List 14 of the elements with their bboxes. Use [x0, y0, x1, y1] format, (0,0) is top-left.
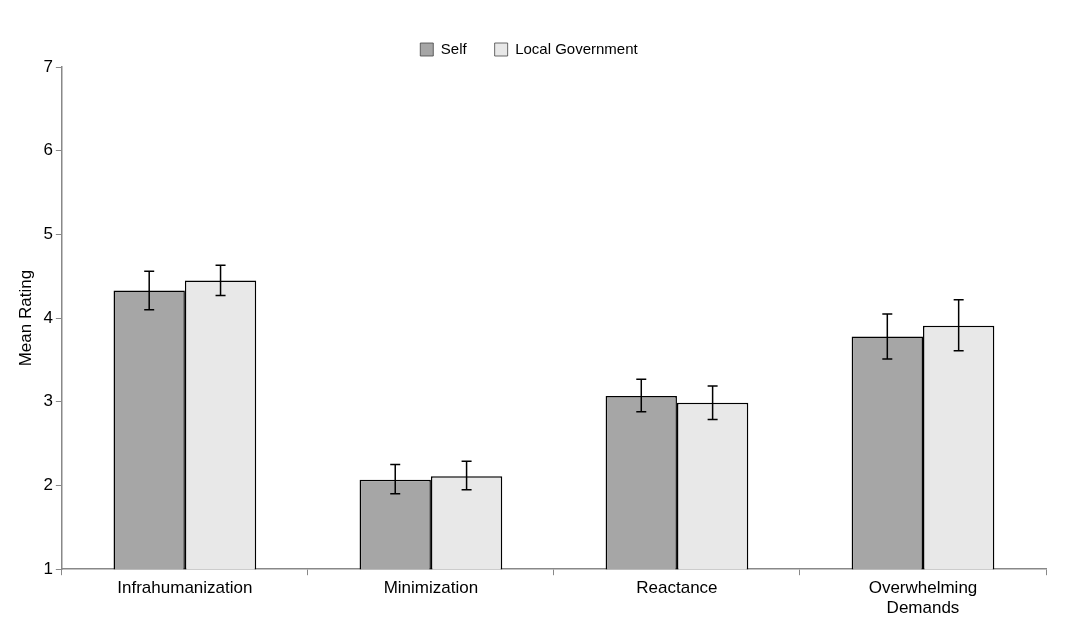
- y-tick-label: 3: [43, 391, 53, 411]
- x-tick-label: Minimization: [383, 578, 479, 598]
- y-tick-label: 6: [43, 140, 53, 160]
- y-tick-label: 5: [43, 224, 53, 244]
- x-tick-label: Infrahumanization: [117, 578, 253, 598]
- y-tick-label: 1: [43, 558, 53, 578]
- y-tick-label: 7: [43, 56, 53, 76]
- y-axis-title: Mean Rating: [15, 269, 35, 367]
- y-tick-label: 2: [43, 475, 53, 495]
- legend-label: Local Government: [515, 39, 639, 57]
- legend-label: Self: [440, 39, 468, 57]
- y-tick-label: 4: [43, 307, 53, 327]
- x-tick-label: Overwhelming Demands: [868, 578, 978, 618]
- x-tick-label: Reactance: [636, 578, 718, 598]
